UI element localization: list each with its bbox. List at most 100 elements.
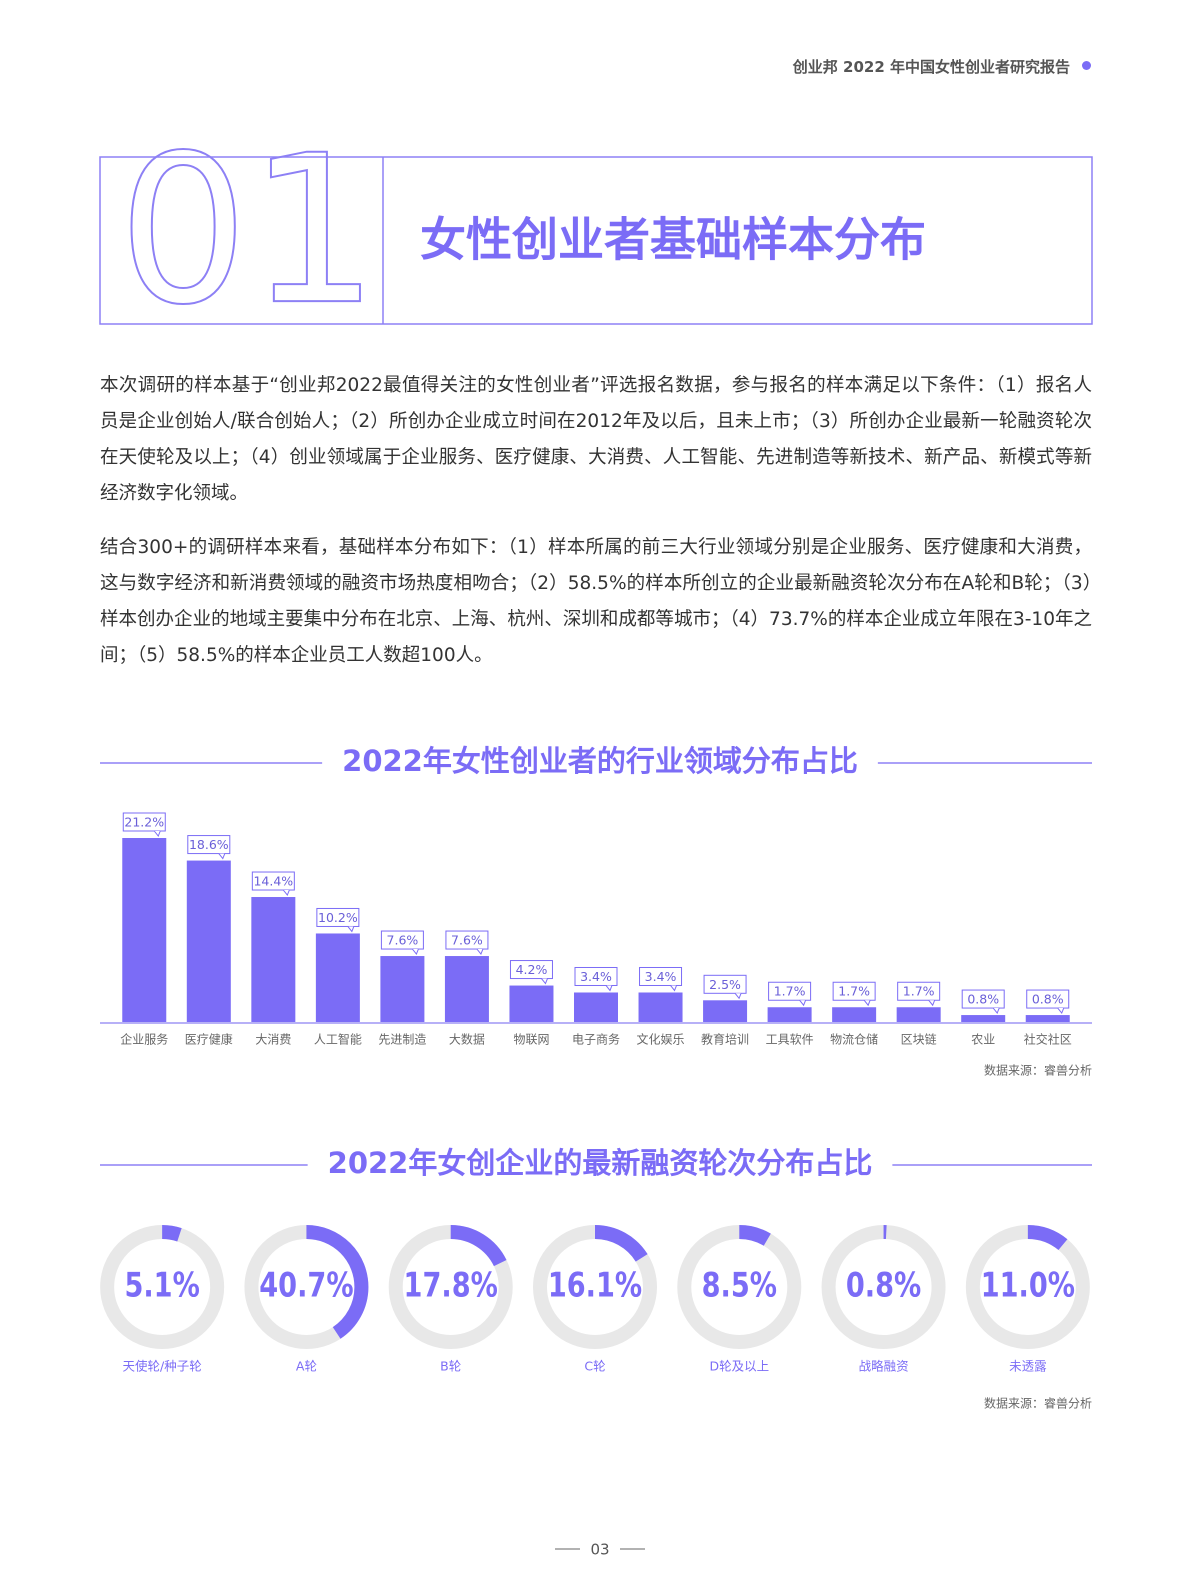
bar <box>574 992 618 1022</box>
x-tick-label: 农业 <box>971 1033 995 1047</box>
value-label-box <box>574 966 618 986</box>
value-label: 7.6% <box>451 933 483 948</box>
value-label: 7.6% <box>387 933 419 948</box>
value-label-tail <box>734 992 742 1000</box>
chart-title: 2022年女创企业的最新融资轮次分布占比 <box>328 1146 873 1180</box>
value-label-box <box>187 835 231 855</box>
value-label-tail <box>218 853 226 860</box>
value-label-box <box>509 960 553 980</box>
donut-value: 0.8% <box>846 1265 921 1305</box>
source-note: 数据来源：睿兽分析 <box>984 1396 1092 1411</box>
value-label-box <box>1026 989 1070 1009</box>
donut-value: 11.0% <box>981 1265 1075 1305</box>
section-box <box>99 156 1093 325</box>
x-tick-label: 大消费 <box>255 1033 291 1047</box>
value-label-tail <box>153 830 161 837</box>
chart-title: 2022年女性创业者的行业领域分布占比 <box>342 744 858 778</box>
donut-value: 17.8% <box>404 1265 498 1305</box>
value-label: 1.7% <box>903 984 935 999</box>
bar <box>509 985 554 1022</box>
donut-category: 战略融资 <box>859 1359 909 1374</box>
paragraph: 本次调研的样本基于“创业邦2022最值得关注的女性创业者”评选报名数据，参与报名… <box>100 375 1092 504</box>
donut-arc <box>244 1225 369 1349</box>
value-label: 10.2% <box>318 910 358 925</box>
source-note: 数据来源：睿兽分析 <box>984 1063 1092 1078</box>
donut-category: 未透露 <box>1009 1359 1047 1374</box>
value-label-box <box>380 930 424 950</box>
bar <box>186 860 231 1022</box>
donut-category: C轮 <box>584 1359 605 1374</box>
value-label: 21.2% <box>124 815 164 830</box>
x-tick-label: 人工智能 <box>314 1032 362 1047</box>
page-number: 03 <box>590 1541 609 1559</box>
x-tick-label: 区块链 <box>901 1032 937 1047</box>
bar <box>315 933 360 1022</box>
donut-value: 5.1% <box>124 1265 199 1305</box>
donut-category: 天使轮/种子轮 <box>123 1359 202 1374</box>
x-tick-label: 文化娱乐 <box>637 1032 685 1047</box>
value-label-tail <box>928 999 936 1007</box>
section-title: 女性创业者基础样本分布 <box>420 213 926 267</box>
bar <box>896 1007 941 1022</box>
value-label-tail <box>799 999 807 1007</box>
donut-arc <box>965 1225 1090 1349</box>
value-label: 4.2% <box>516 962 548 977</box>
value-label: 2.5% <box>709 977 741 992</box>
bar <box>767 1007 812 1022</box>
value-label-tail <box>347 926 355 933</box>
value-label-box <box>961 989 1005 1009</box>
value-label-box <box>251 871 295 891</box>
value-label-tail <box>476 948 484 956</box>
x-tick-label: 物联网 <box>513 1033 549 1047</box>
value-label: 3.4% <box>645 969 677 984</box>
value-label-box <box>316 907 360 927</box>
donut-arc <box>100 1225 225 1349</box>
x-tick-label: 先进制造 <box>378 1033 426 1047</box>
value-label: 1.7% <box>774 984 806 999</box>
value-label: 3.4% <box>580 969 612 984</box>
header-title: 创业邦 2022 年中国女性创业者研究报告 <box>792 58 1070 76</box>
value-label: 0.8% <box>1032 992 1064 1007</box>
value-label-tail <box>282 889 290 897</box>
value-label: 1.7% <box>838 984 870 999</box>
x-tick-label: 医疗健康 <box>185 1032 233 1047</box>
bar <box>703 1000 748 1022</box>
donut-category: A轮 <box>296 1359 317 1374</box>
x-tick-label: 物流仓储 <box>830 1032 878 1047</box>
bar <box>961 1015 1006 1022</box>
bar <box>444 956 489 1022</box>
value-label-tail <box>412 948 419 956</box>
value-label-tail <box>992 1007 1000 1015</box>
value-label-box <box>897 981 941 1001</box>
value-label-tail <box>670 985 677 992</box>
donut-value: 16.1% <box>548 1265 642 1305</box>
value-label-box <box>122 812 166 832</box>
donut-arc <box>677 1225 802 1349</box>
value-label: 18.6% <box>189 837 229 852</box>
header-dot <box>1082 61 1091 70</box>
value-label-box <box>832 981 876 1001</box>
value-label: 14.4% <box>253 874 293 889</box>
paragraph: 结合300+的调研样本来看，基础样本分布如下：（1）样本所属的前三大行业领域分别… <box>100 537 1092 666</box>
value-label-box <box>768 981 812 1001</box>
bar <box>122 838 167 1022</box>
donut-arc <box>388 1225 513 1349</box>
bar <box>380 956 425 1022</box>
value-label: 0.8% <box>967 992 999 1007</box>
x-tick-label: 工具软件 <box>766 1033 814 1047</box>
x-tick-label: 教育培训 <box>701 1032 749 1047</box>
donut-value: 8.5% <box>702 1265 777 1305</box>
x-tick-label: 社交社区 <box>1024 1032 1072 1047</box>
value-label-box <box>703 974 747 994</box>
donut-value: 40.7% <box>259 1265 353 1305</box>
value-label-tail <box>541 978 548 985</box>
donut-category: D轮及以上 <box>709 1359 769 1374</box>
section-number: 01 <box>118 112 379 350</box>
value-label-tail <box>1057 1007 1065 1015</box>
x-tick-label: 大数据 <box>449 1032 485 1047</box>
bar <box>1025 1015 1070 1022</box>
value-label-tail <box>605 985 613 992</box>
donut-category: B轮 <box>440 1359 461 1374</box>
